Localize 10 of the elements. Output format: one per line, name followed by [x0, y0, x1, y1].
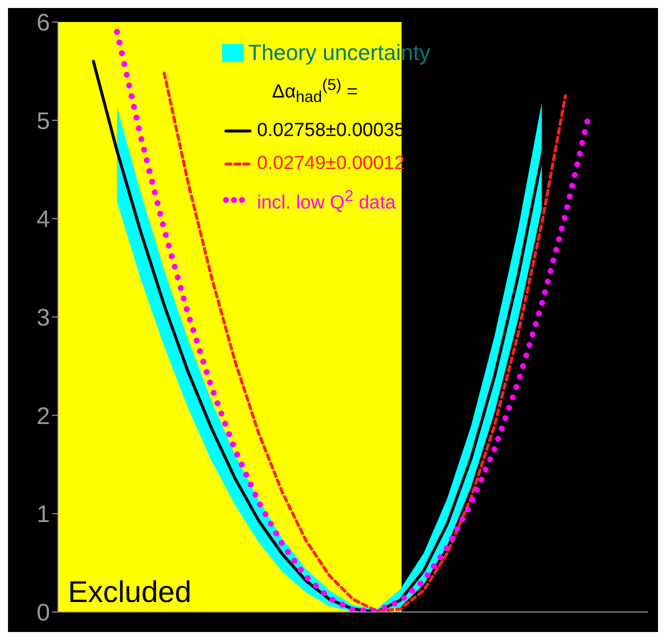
y-tick-label: 5: [36, 108, 50, 135]
y-tick-label: 1: [36, 501, 50, 528]
legend-label: incl. low Q$^{2}$ data: [257, 187, 396, 216]
y-tick-label: 3: [36, 304, 50, 332]
y-tick-label: 2: [36, 402, 50, 430]
y-tick-label: 6: [36, 10, 50, 37]
legend-title: Δα$_{had}$$^{(5)}$ =: [271, 76, 359, 108]
annotation: Excluded: [68, 576, 192, 609]
y-tick-label: 0: [36, 600, 50, 627]
y-tick-label: 4: [36, 206, 50, 234]
